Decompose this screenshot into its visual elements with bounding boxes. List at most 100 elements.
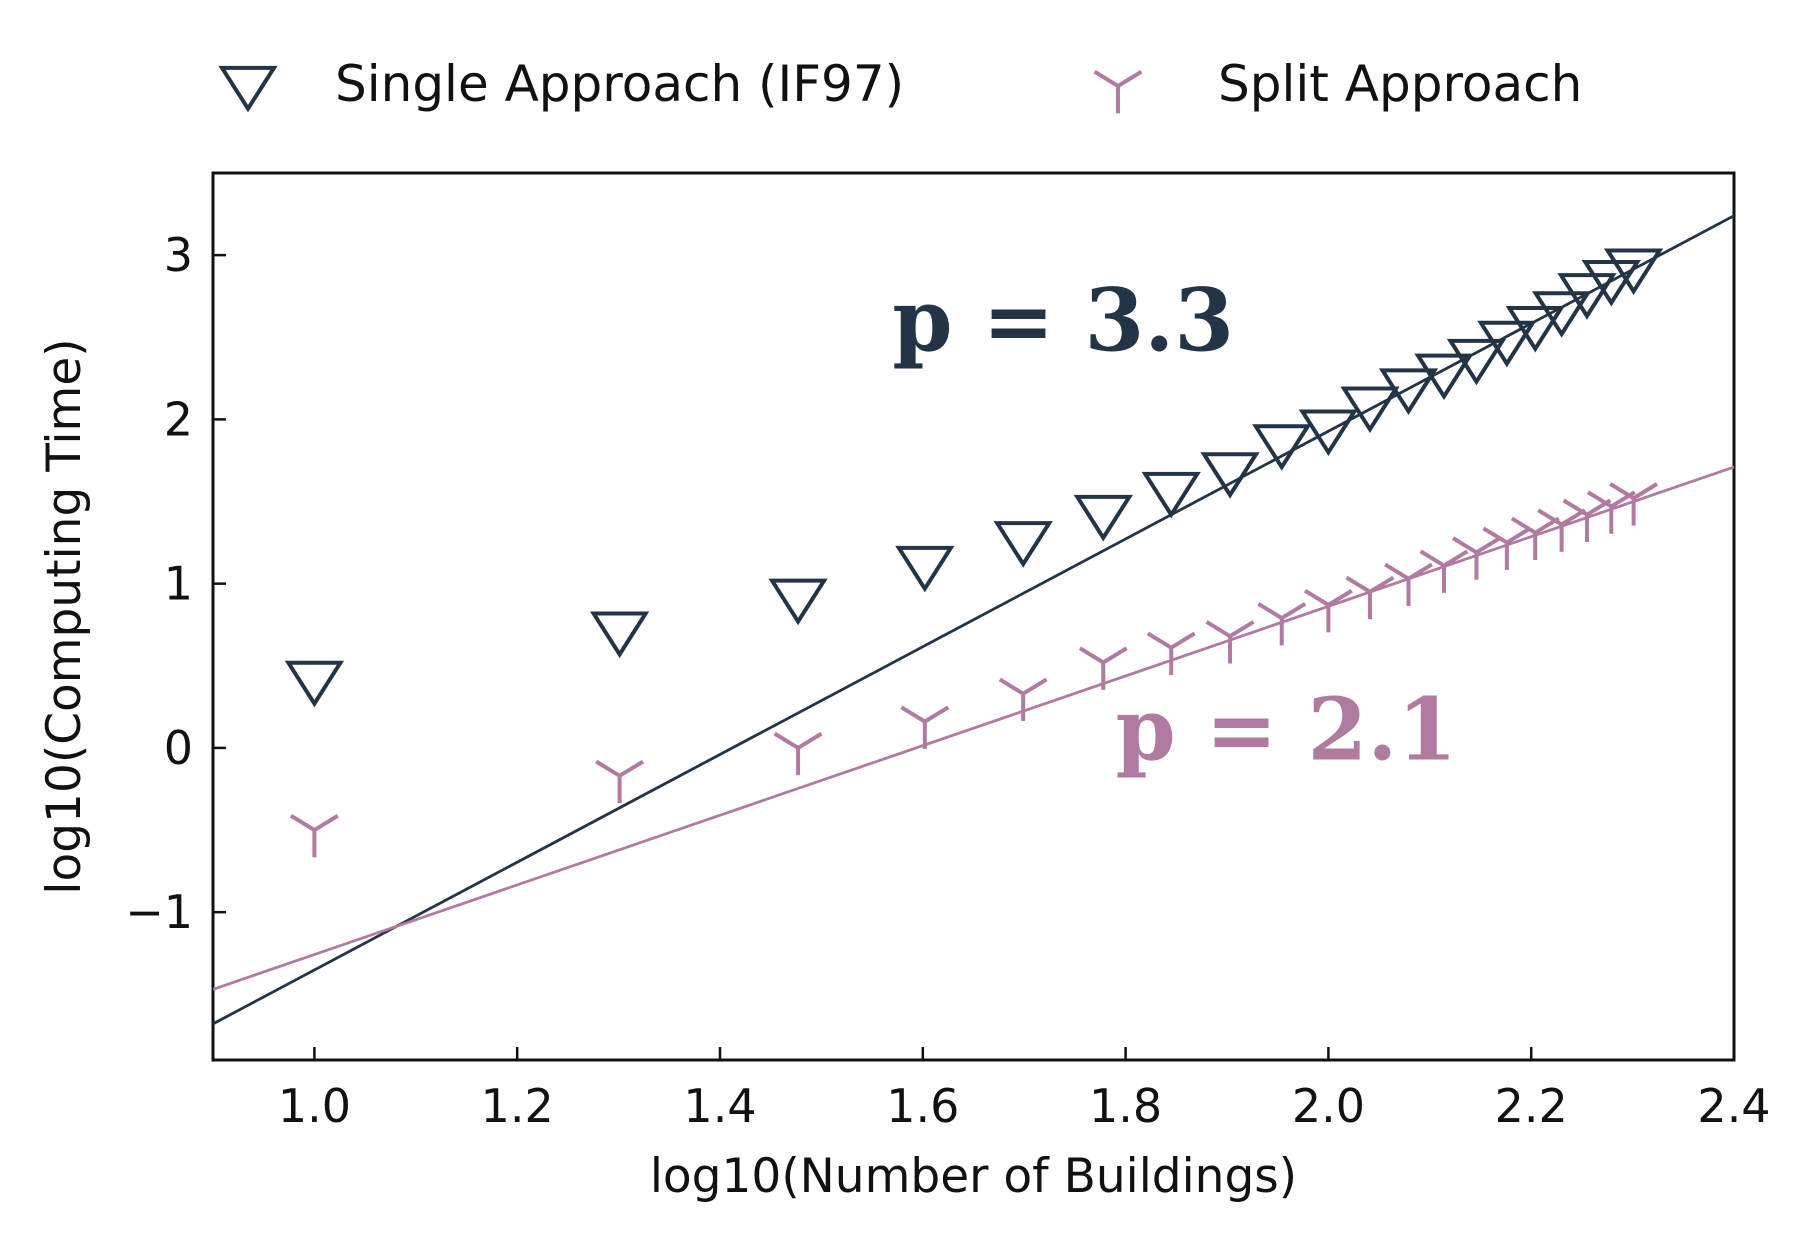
y-axis-label: log10(Computing Time) bbox=[37, 338, 92, 894]
marker-arm-right bbox=[1368, 575, 1395, 594]
marker-arm-left bbox=[1257, 602, 1283, 620]
marker-arm-left bbox=[1146, 631, 1173, 650]
x-tick-label: 1.2 bbox=[481, 1079, 554, 1133]
marker-arm-right bbox=[1505, 526, 1532, 545]
y-tick-label: 2 bbox=[164, 392, 193, 446]
data-point bbox=[1531, 291, 1592, 338]
x-tick-label: 2.2 bbox=[1495, 1079, 1568, 1133]
fit-line bbox=[213, 465, 1734, 991]
marker-arm-right bbox=[1102, 646, 1128, 665]
legend-item: Split Approach bbox=[1093, 55, 1582, 114]
data-point bbox=[768, 578, 828, 626]
marker-arm-right bbox=[1280, 602, 1307, 620]
marker-arm-left bbox=[1384, 562, 1410, 581]
x-tick-label: 1.4 bbox=[683, 1079, 756, 1133]
data-point bbox=[1141, 471, 1201, 519]
data-point bbox=[1446, 338, 1507, 386]
marker-arm-left bbox=[1586, 490, 1613, 509]
marker-arm-left bbox=[1303, 588, 1330, 607]
marker-arm-left bbox=[1078, 646, 1105, 665]
data-point bbox=[1505, 305, 1565, 353]
x-tick-label: 2.4 bbox=[1697, 1079, 1770, 1133]
marker-arm-left bbox=[1452, 536, 1478, 555]
data-point bbox=[289, 814, 339, 858]
legend-marker bbox=[218, 65, 278, 113]
marker-arm-left bbox=[1510, 516, 1537, 535]
data-point bbox=[993, 521, 1053, 568]
legend-marker bbox=[1093, 69, 1143, 114]
marker-arm-right bbox=[1116, 69, 1143, 88]
data-point bbox=[1200, 452, 1260, 499]
x-tick-label: 1.6 bbox=[886, 1079, 959, 1133]
x-tick-label: 1.8 bbox=[1089, 1079, 1162, 1133]
marker-arm-left bbox=[289, 814, 316, 832]
marker-arm-right bbox=[1442, 549, 1469, 568]
data-point bbox=[900, 705, 950, 749]
annotation-label: p = 3.3 bbox=[892, 270, 1234, 371]
data-point bbox=[1452, 536, 1501, 580]
y-tick-label: 0 bbox=[164, 721, 193, 775]
legend-label: Split Approach bbox=[1218, 55, 1582, 113]
data-point bbox=[1257, 602, 1307, 646]
data-point bbox=[1146, 631, 1196, 676]
marker-arm-left bbox=[1609, 482, 1635, 500]
data-point bbox=[1073, 494, 1133, 542]
data-point bbox=[1482, 526, 1532, 570]
data-point bbox=[1298, 409, 1359, 457]
marker-arm-left bbox=[1537, 508, 1563, 527]
data-point bbox=[595, 759, 645, 804]
data-point bbox=[1603, 248, 1664, 296]
marker-arm-right bbox=[1475, 536, 1501, 555]
marker-arm-right bbox=[1327, 588, 1353, 607]
data-point bbox=[773, 731, 823, 776]
marker-arm-left bbox=[1093, 69, 1120, 88]
data-point bbox=[1477, 320, 1537, 368]
data-point bbox=[1414, 353, 1474, 401]
marker-arm-right bbox=[1407, 562, 1433, 581]
data-point bbox=[1419, 549, 1469, 593]
marker-arm-right bbox=[923, 705, 950, 724]
series-0 bbox=[213, 214, 1734, 1026]
marker-arm-right bbox=[618, 759, 645, 778]
marker-arm-left bbox=[1345, 575, 1372, 594]
legend-label: Single Approach (IF97) bbox=[335, 55, 904, 113]
marker-arm-right bbox=[1170, 631, 1196, 650]
marker-arm-right bbox=[1632, 482, 1659, 500]
x-axis-label: log10(Number of Buildings) bbox=[650, 1149, 1297, 1204]
marker-arm-left bbox=[1419, 549, 1446, 568]
marker-arm-left bbox=[998, 677, 1025, 696]
data-point bbox=[1557, 273, 1617, 320]
y-tick-label: 3 bbox=[164, 228, 193, 282]
data-point bbox=[1345, 575, 1395, 620]
legend: Single Approach (IF97) Split Approach bbox=[218, 55, 1582, 114]
axes-frame bbox=[211, 171, 1736, 1062]
marker-arm-right bbox=[1022, 677, 1048, 696]
data-point bbox=[1609, 482, 1659, 526]
data-point bbox=[1586, 490, 1636, 534]
marker-arm-left bbox=[1482, 526, 1508, 545]
marker-arm-left bbox=[1205, 620, 1232, 638]
data-point bbox=[1378, 368, 1439, 415]
y-tick-label: −1 bbox=[125, 885, 193, 939]
marker-arm-left bbox=[900, 705, 926, 724]
data-point bbox=[1303, 588, 1353, 633]
y-tick-label: 1 bbox=[164, 557, 193, 611]
marker-arm-right bbox=[313, 814, 339, 832]
data-point bbox=[1252, 424, 1312, 471]
marker-arm-left bbox=[1562, 498, 1589, 517]
marker-arm-right bbox=[1228, 620, 1255, 638]
data-point bbox=[1384, 562, 1433, 607]
legend-item: Single Approach (IF97) bbox=[218, 55, 904, 113]
data-point bbox=[1340, 386, 1400, 434]
data-point bbox=[998, 677, 1048, 722]
data-point bbox=[1205, 620, 1255, 664]
data-point bbox=[895, 545, 955, 593]
x-tick-label: 2.0 bbox=[1292, 1079, 1365, 1133]
marker-arm-right bbox=[797, 731, 823, 750]
annotation-label: p = 2.1 bbox=[1115, 679, 1457, 780]
plot-area: 1.0 1.2 1.4 1.6 1.8 2.0 2.2 2.4 −1 0 1 2 3 p = 3.3 p =… bbox=[125, 171, 1771, 1133]
data-point bbox=[589, 611, 650, 659]
data-point bbox=[1078, 646, 1128, 690]
